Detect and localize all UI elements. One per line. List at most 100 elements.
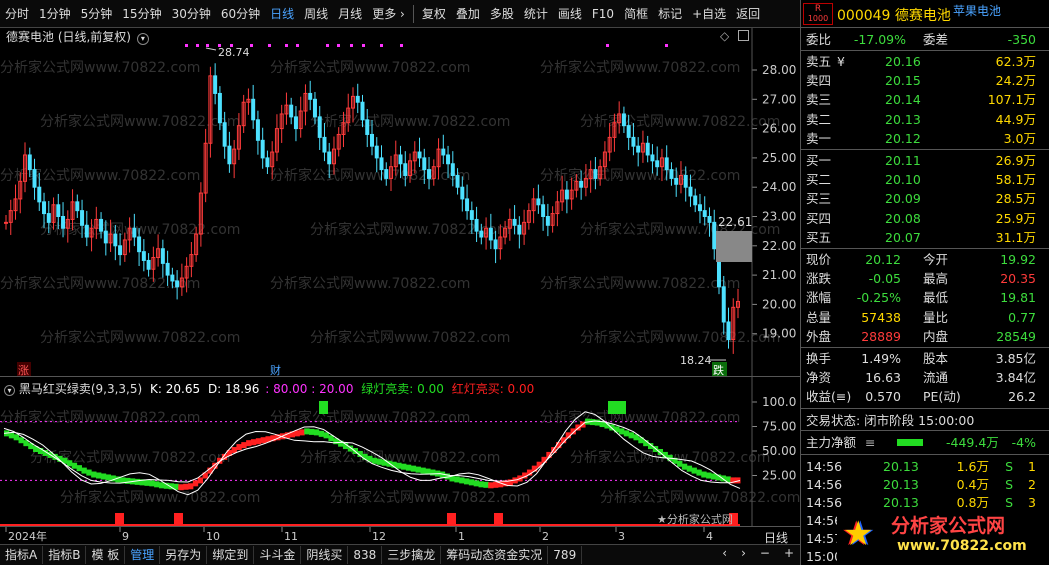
diamond-icon[interactable]: ◇ — [720, 29, 730, 43]
kd-step — [333, 438, 339, 445]
ask-row[interactable]: 卖四 20.15 24.2万 — [801, 71, 1041, 90]
bid-row[interactable]: 买五 20.07 31.1万 — [801, 228, 1041, 247]
kd-step — [37, 448, 44, 454]
candle-body — [655, 160, 660, 168]
candle-body — [236, 125, 241, 150]
bottom-tab-4[interactable]: 另存为 — [160, 546, 208, 564]
toolbar-button-0[interactable]: 复权 — [421, 6, 446, 21]
tab-next-icon[interactable]: › — [741, 546, 746, 560]
bottom-tab-11[interactable]: 789 — [548, 546, 583, 564]
period-tab-1[interactable]: 1分钟 — [39, 6, 71, 21]
tick-side: S — [1005, 476, 1013, 492]
toolbar-button-5[interactable]: F10 — [591, 6, 615, 21]
kd-step — [430, 469, 436, 476]
period-label[interactable]: 日线 — [764, 531, 789, 545]
candle-body — [493, 239, 498, 250]
period-tab-0[interactable]: 分时 — [5, 6, 30, 21]
period-tab-4[interactable]: 30分钟 — [171, 6, 211, 21]
tab-prev-icon[interactable]: ‹ — [722, 546, 728, 560]
toolbar-button-7[interactable]: 标记 — [658, 6, 683, 21]
candle-body — [132, 227, 137, 238]
stat-label-2: 今开 — [923, 252, 949, 267]
badge-bottom: 1000 — [807, 14, 829, 23]
main-flow-icon[interactable]: ≡ — [865, 434, 876, 450]
date-label: 4 — [706, 530, 713, 543]
bottom-tab-2[interactable]: 模 板 — [86, 546, 126, 564]
stock-tag[interactable]: 苹果电池 — [953, 4, 1002, 18]
toolbar-button-3[interactable]: 统计 — [523, 6, 548, 21]
zoom-in-icon[interactable]: + — [783, 546, 794, 560]
candle-body — [555, 201, 560, 215]
ask-row[interactable]: 卖一 20.12 3.0万 — [801, 129, 1041, 148]
bid-row[interactable]: 买一 20.11 26.9万 — [801, 151, 1041, 170]
candle-body — [721, 286, 726, 323]
indicator-chart[interactable]: 分析家公式网www.70822.com 分析家公式网www.70822.com 分析… — [0, 376, 1049, 527]
kd-step — [425, 468, 431, 475]
period-tab-5[interactable]: 60分钟 — [220, 6, 261, 21]
candle-body — [75, 201, 80, 212]
kd-step — [657, 448, 664, 455]
toolbar-button-1[interactable]: 叠加 — [455, 6, 480, 21]
bottom-tab-6[interactable]: 斗斗金 — [254, 546, 302, 564]
candle-body — [331, 148, 336, 165]
toolbar-button-8[interactable]: +自选 — [692, 6, 727, 21]
bottom-tab-5[interactable]: 绑定到 — [207, 546, 255, 564]
tick-count: 3 — [1028, 494, 1036, 510]
candle-body — [18, 180, 23, 200]
kd-step — [493, 481, 499, 488]
bid-row[interactable]: 买四 20.08 25.9万 — [801, 209, 1041, 228]
toolbar-button-4[interactable]: 画线 — [557, 6, 582, 21]
period-tab-7[interactable]: 周线 — [304, 6, 329, 21]
candle-body — [46, 213, 51, 223]
candle-body — [308, 92, 313, 100]
period-tab-8[interactable]: 月线 — [338, 6, 363, 21]
kd-step — [13, 434, 20, 441]
bottom-tab-0[interactable]: 指标A — [0, 546, 44, 564]
bottom-tab-1[interactable]: 指标B — [43, 546, 87, 564]
candle-body — [284, 104, 289, 115]
period-tab-2[interactable]: 5分钟 — [80, 6, 113, 21]
bid-row[interactable]: 买三 20.09 28.5万 — [801, 189, 1041, 208]
settings-box-icon[interactable] — [738, 30, 749, 41]
date-label: 3 — [618, 530, 625, 543]
toolbar-button-6[interactable]: 简框 — [624, 6, 649, 21]
period-tab-6[interactable]: 日线 — [270, 6, 295, 21]
candle-body — [51, 204, 56, 223]
period-tab-3[interactable]: 15分钟 — [122, 6, 162, 21]
main-flow-pct: -4% — [1011, 434, 1036, 450]
candle-body — [251, 98, 256, 121]
date-label: 1 — [458, 530, 465, 543]
kd-step — [609, 424, 615, 431]
candle-body — [13, 198, 18, 212]
period-tab-9[interactable]: 更多 › — [372, 6, 405, 21]
bottom-tab-10[interactable]: 筹码动态资金实况 — [441, 546, 549, 564]
ask-row[interactable]: 卖五 20.16 62.3万 ¥ — [801, 52, 1041, 71]
tick-time: 14:56 — [806, 512, 843, 528]
candle-body — [574, 180, 579, 191]
zoom-out-icon[interactable]: − — [759, 546, 770, 560]
bid-label: 买五 — [806, 229, 832, 245]
bottom-tab-9[interactable]: 三步擒龙 — [382, 546, 442, 564]
tick-volume: 0.8万 — [956, 494, 989, 510]
kd-step — [86, 469, 92, 476]
bottom-tab-3[interactable]: 管理 — [125, 546, 161, 564]
bottom-tab-7[interactable]: 阴线买 — [301, 546, 349, 564]
tick-count: 2 — [1028, 476, 1036, 492]
bid-row[interactable]: 买二 20.10 58.1万 — [801, 170, 1041, 189]
panel-divider — [801, 248, 1049, 249]
ask-row[interactable]: 卖三 20.14 107.1万 — [801, 90, 1041, 109]
kd-step — [163, 482, 170, 489]
candle-body — [137, 236, 142, 253]
date-label: 2024年 — [8, 529, 47, 543]
stat2-row: 收益(≡) 0.570 PE(动) 26.2 — [801, 387, 1041, 406]
ask-price: 20.12 — [885, 130, 921, 146]
toolbar-button-9[interactable]: 返回 — [736, 6, 761, 21]
chevron-down-icon[interactable]: ▾ — [136, 33, 149, 45]
toolbar-button-2[interactable]: 多股 — [489, 6, 514, 21]
ask-row[interactable]: 卖二 20.13 44.9万 — [801, 110, 1041, 129]
indicator-chevron-icon[interactable]: ▾ — [4, 385, 15, 396]
bottom-tab-8[interactable]: 838 — [348, 546, 383, 564]
kline-chart[interactable]: 分析家公式网www.70822.com 分析家公式网www.70822.com 分析… — [0, 28, 1049, 377]
candle-body — [118, 245, 123, 256]
price-highlight-box — [716, 231, 752, 262]
